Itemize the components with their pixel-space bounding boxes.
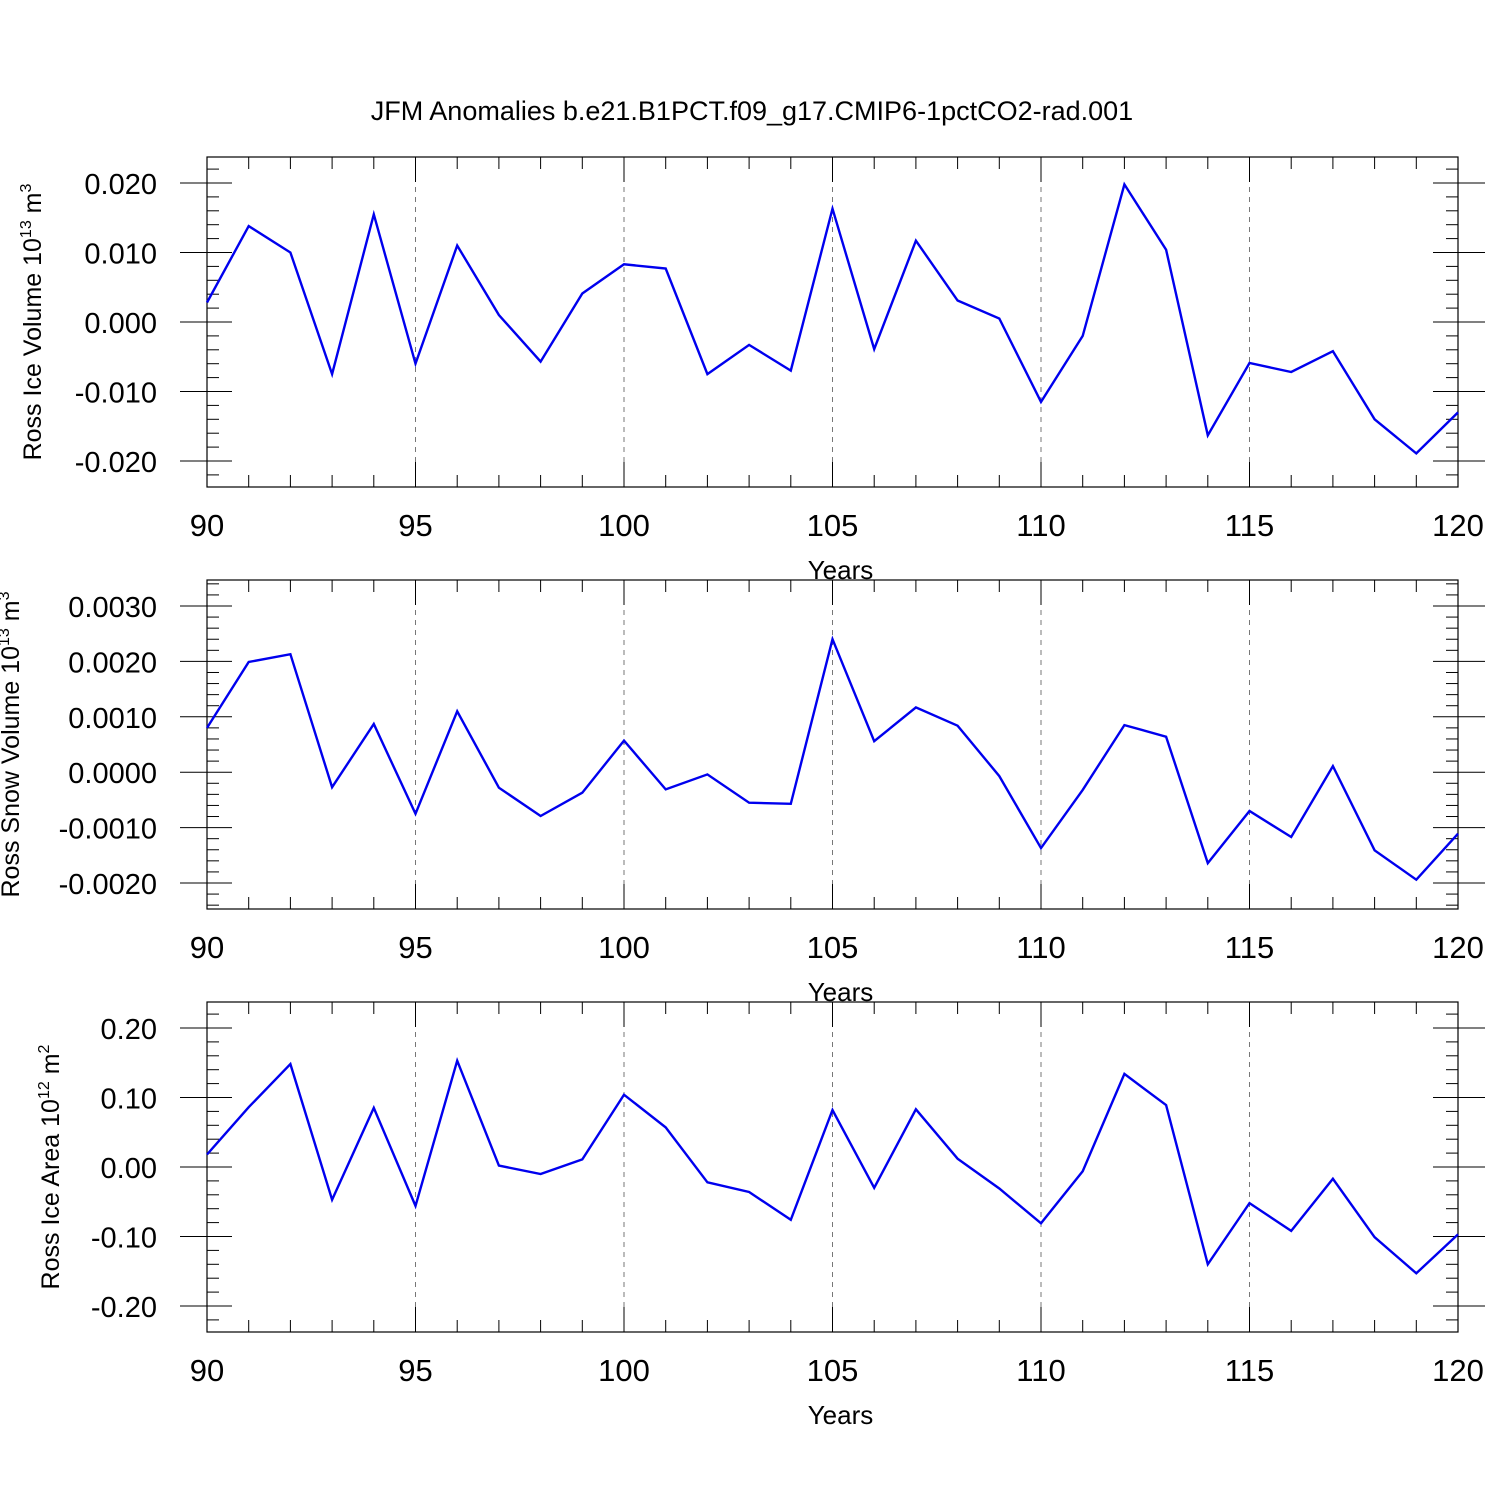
x-tick-label: 120 bbox=[1432, 508, 1484, 543]
y-tick-label: 0.20 bbox=[101, 1014, 157, 1046]
y-tick-label: 0.0030 bbox=[68, 592, 157, 624]
y-tick-label: 0.0010 bbox=[68, 703, 157, 735]
x-tick-label: 110 bbox=[1016, 1353, 1065, 1388]
y-tick-label: -0.010 bbox=[75, 378, 157, 410]
x-tick-label: 115 bbox=[1225, 930, 1274, 965]
x-tick-label: 105 bbox=[807, 1353, 859, 1388]
series-line bbox=[205, 635, 1459, 882]
series-line bbox=[205, 181, 1459, 456]
y-tick-label: 0.00 bbox=[101, 1153, 157, 1185]
y-axis-label: Ross Snow Volume 1013 m3 bbox=[0, 591, 25, 897]
y-tick-label: -0.0020 bbox=[59, 869, 157, 901]
y-tick-label: 0.10 bbox=[101, 1084, 157, 1116]
y-tick-label: 0.010 bbox=[84, 239, 157, 271]
x-tick-label: 95 bbox=[398, 1353, 432, 1388]
y-tick-label: 0.0000 bbox=[68, 758, 157, 790]
panel-1: 0.020 0.010 0.000 -0.010 -0.020 90 95 100 105 110… bbox=[18, 156, 1485, 585]
series-line bbox=[206, 1056, 1459, 1275]
x-tick-label: 115 bbox=[1225, 1353, 1274, 1388]
x-tick-label: 95 bbox=[398, 930, 432, 965]
y-tick-label: -0.0010 bbox=[59, 814, 157, 846]
chart-title: JFM Anomalies b.e21.B1PCT.f09_g17.CMIP6-… bbox=[371, 96, 1133, 126]
y-tick-label: -0.20 bbox=[91, 1292, 157, 1324]
x-tick-label: 100 bbox=[598, 508, 650, 543]
y-tick-label: 0.000 bbox=[84, 308, 157, 340]
x-tick-label: 120 bbox=[1432, 1353, 1484, 1388]
x-axis-label: Years bbox=[808, 1400, 874, 1430]
y-tick-label: -0.10 bbox=[91, 1223, 157, 1255]
panel-3: 0.20 0.10 0.00 -0.10 -0.20 90 95 100 105 110 115 12… bbox=[36, 1001, 1485, 1430]
x-tick-label: 95 bbox=[398, 508, 432, 543]
x-tick-label: 105 bbox=[807, 508, 859, 543]
x-tick-label: 90 bbox=[190, 1353, 224, 1388]
y-tick-label: 0.020 bbox=[84, 169, 157, 201]
x-tick-label: 110 bbox=[1016, 508, 1065, 543]
x-tick-label: 110 bbox=[1016, 930, 1065, 965]
y-axis-label: Ross Ice Volume 1013 m3 bbox=[18, 183, 47, 460]
x-tick-label: 90 bbox=[190, 930, 224, 965]
y-tick-label: -0.020 bbox=[75, 447, 157, 479]
x-tick-label: 90 bbox=[190, 508, 224, 543]
x-tick-label: 105 bbox=[807, 930, 859, 965]
x-tick-label: 115 bbox=[1225, 508, 1274, 543]
y-axis-label: Ross Ice Area 1012 m2 bbox=[36, 1044, 65, 1289]
panel-2: 0.0030 0.0020 0.0010 0.0000 -0.0010 -0.0020 90… bbox=[0, 579, 1485, 1007]
x-tick-label: 120 bbox=[1432, 930, 1484, 965]
x-tick-label: 100 bbox=[598, 930, 650, 965]
x-tick-label: 100 bbox=[598, 1353, 650, 1388]
y-tick-label: 0.0020 bbox=[68, 647, 157, 679]
